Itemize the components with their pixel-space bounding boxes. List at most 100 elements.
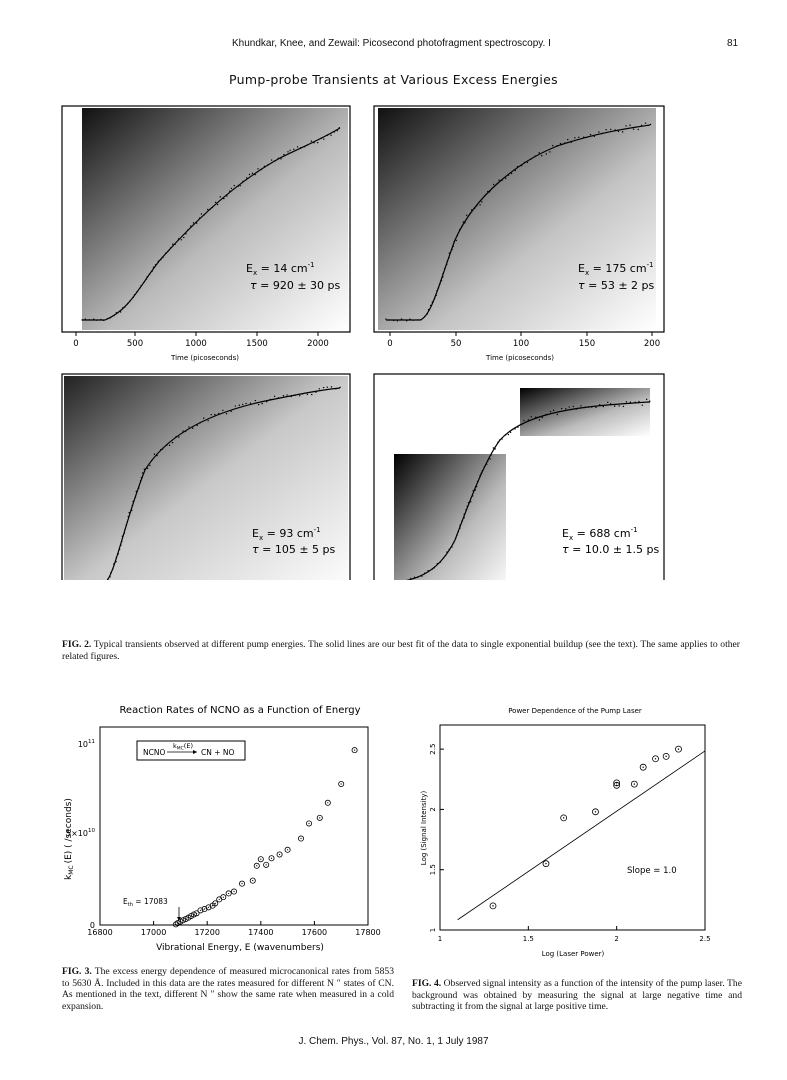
data-trace — [81, 126, 341, 322]
slope-label: Slope = 1.0 — [627, 866, 677, 876]
reaction-products: CN + NO — [201, 748, 235, 757]
data-point — [205, 904, 212, 911]
x-axis-label: Time (picoseconds) — [485, 354, 554, 362]
x-tick-label: 1 — [438, 935, 442, 943]
tick-label: 200 — [644, 339, 660, 349]
figure3-chart: Reaction Rates of NCNO as a Function of … — [64, 705, 381, 953]
panel-background — [378, 108, 656, 330]
data-point — [239, 880, 246, 887]
tick-label: 500 — [127, 339, 143, 349]
data-point — [212, 900, 219, 907]
data-point — [201, 906, 208, 913]
x-ticks — [389, 332, 653, 336]
data-point — [268, 855, 275, 862]
gradient-block-upper — [520, 388, 650, 436]
panel-frame — [61, 105, 351, 333]
data-point — [225, 890, 232, 897]
tick-label: 0 — [73, 339, 78, 349]
x-axis-label: Log (Laser Power) — [542, 950, 605, 958]
data-point — [193, 910, 200, 917]
tick-label: 0 — [387, 339, 392, 349]
reaction-rate-label: kMC(E) — [173, 742, 193, 752]
data-point — [284, 846, 291, 853]
data-point — [662, 752, 670, 760]
excess-energy-label: Ex = 93 cm-1 — [252, 526, 321, 542]
reaction-box-frame — [136, 740, 246, 761]
x-tick-label: 17400 — [248, 928, 273, 937]
data-point — [316, 814, 323, 821]
running-title: Khundkar, Knee, and Zewail: Picosecond p… — [232, 38, 551, 49]
x-tick-label: 17000 — [141, 928, 166, 937]
figure4-chart: Power Dependence of the Pump Laser Log (… — [420, 707, 711, 958]
data-point — [613, 779, 621, 787]
data-point — [639, 763, 647, 771]
data-trace — [385, 122, 652, 322]
plot-frame — [99, 726, 369, 926]
x-tick-label: 17800 — [355, 928, 380, 937]
x-tick-label: 16800 — [87, 928, 112, 937]
data-point — [297, 835, 304, 842]
tau-label: τ = 105 ± 5 ps — [252, 543, 336, 556]
panel-ex14: 0 500 1000 1500 2000 Time (picoseconds) … — [61, 105, 351, 362]
panel-frame — [373, 105, 665, 333]
x-axis-label: Vibrational Energy, E (wavenumbers) — [156, 943, 324, 953]
figure4-caption: FIG. 4. Observed signal intensity as a f… — [412, 978, 742, 1012]
panel-ex175: 0 50 100 150 200 Time (picoseconds) Ex =… — [373, 105, 665, 362]
reaction-reactant: NCNO — [143, 748, 165, 757]
y-tick-labels: 1 1.5 2 2.5 — [429, 744, 444, 932]
y-tick-labels: 1011 5×1010 0 — [66, 739, 95, 930]
tau-label: τ = 10.0 ± 1.5 ps — [562, 543, 660, 556]
excess-energy-label: Ex = 688 cm-1 — [562, 526, 638, 542]
panel-frame — [373, 373, 665, 580]
data-point — [306, 820, 313, 827]
data-point — [630, 780, 638, 788]
data-trace — [107, 386, 341, 580]
panel-ex93: 0 100 200 300 400 500 Time (picoseconds)… — [61, 373, 351, 580]
fit-line — [457, 750, 706, 921]
panel-frame — [61, 373, 351, 580]
data-point — [197, 907, 204, 914]
tick-label: 100 — [513, 339, 529, 349]
data-point — [253, 862, 260, 869]
chart-title: Power Dependence of the Pump Laser — [508, 707, 642, 715]
fit-curve — [386, 124, 651, 321]
fit-curve — [82, 127, 341, 321]
x-tick-label: 2.5 — [699, 935, 710, 943]
reaction-box: NCNO kMC(E) CN + NO — [136, 740, 246, 761]
y-tick-label: 2 — [429, 807, 437, 811]
data-trace — [410, 398, 651, 580]
panel-background — [64, 376, 348, 580]
data-point — [220, 894, 227, 901]
tau-label: τ = 53 ± 2 ps — [578, 279, 655, 292]
panel-ex688: 0 20 40 60 Time (picoseconds) Ex = 688 c… — [373, 373, 665, 580]
data-point — [263, 861, 270, 868]
x-tick-label: 2 — [614, 935, 618, 943]
x-tick-labels: 1 1.5 2 2.5 — [438, 926, 711, 943]
data-point — [351, 747, 358, 754]
figure2-svg: 0 500 1000 1500 2000 Time (picoseconds) … — [61, 105, 665, 580]
page-number: 81 — [727, 38, 739, 49]
chart-title: Reaction Rates of NCNO as a Function of … — [119, 705, 360, 716]
journal-citation: J. Chem. Phys., Vol. 87, No. 1, 1 July 1… — [298, 1036, 489, 1047]
y-tick-label: 0 — [90, 921, 95, 930]
excess-energy-label: Ex = 175 cm-1 — [578, 261, 654, 277]
data-point — [592, 808, 599, 816]
plot-frame — [439, 724, 706, 931]
data-point — [324, 799, 331, 806]
tau-label: τ = 920 ± 30 ps — [250, 279, 341, 292]
data-point — [560, 814, 568, 822]
x-axis-label: Time (picoseconds) — [170, 354, 239, 362]
data-point — [249, 877, 256, 884]
y-tick-label: 1011 — [78, 739, 95, 749]
x-tick-label: 1.5 — [523, 935, 534, 943]
data-point — [276, 851, 283, 858]
y-tick-label: 2.5 — [429, 744, 437, 755]
tick-label: 50 — [451, 339, 462, 349]
data-point — [652, 755, 659, 763]
y-axis-label: kMC(E) ( /seconds) — [64, 798, 75, 880]
data-point — [542, 860, 550, 868]
x-ticks — [75, 332, 319, 336]
tick-label: 1500 — [246, 339, 268, 349]
y-tick-label: 1 — [429, 928, 437, 932]
